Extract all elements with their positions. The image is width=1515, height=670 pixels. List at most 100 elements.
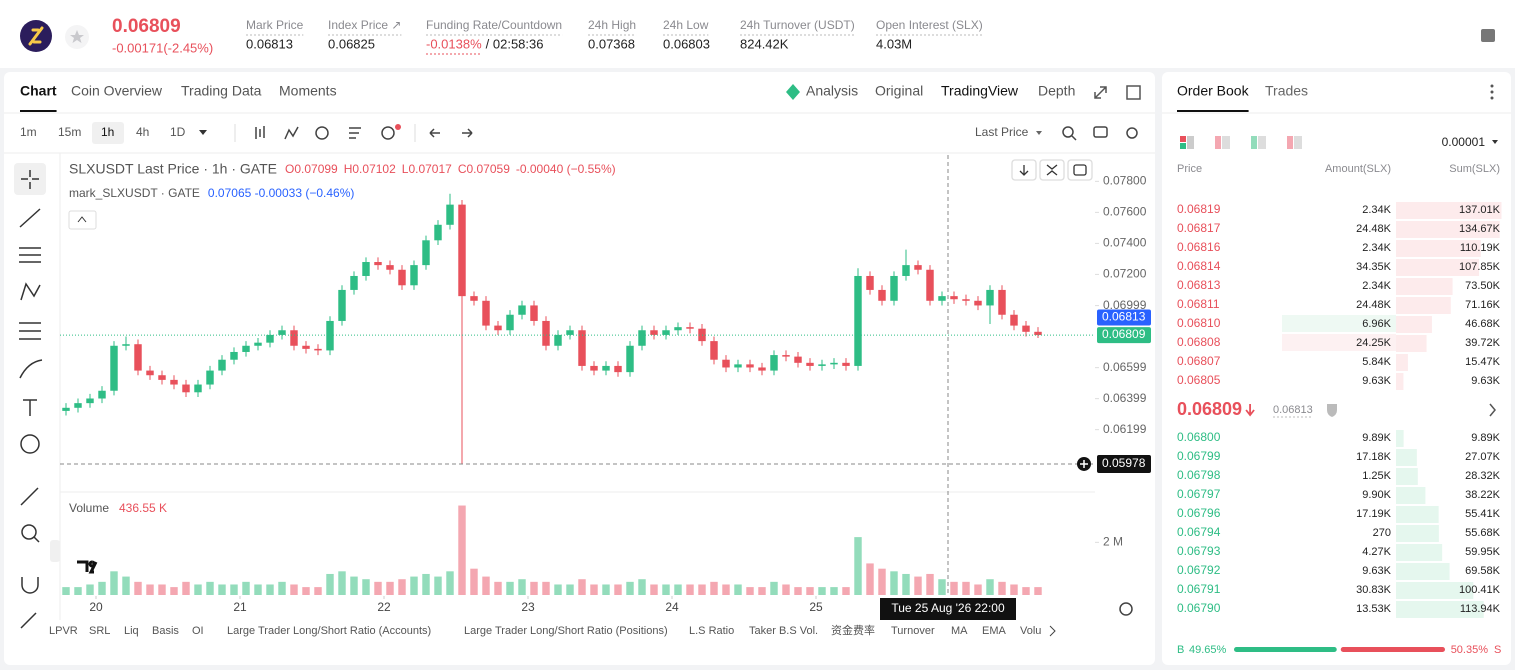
book-price[interactable]: 0.06792: [1177, 563, 1221, 577]
legend-collapse[interactable]: [68, 210, 97, 230]
expand-icon[interactable]: [1094, 86, 1107, 99]
precision[interactable]: 0.00001: [1442, 135, 1486, 149]
chart-tab[interactable]: Coin Overview: [71, 83, 163, 99]
indicator-tab[interactable]: Large Trader Long/Short Ratio (Accounts): [227, 625, 431, 637]
collapse-tab[interactable]: [50, 540, 60, 562]
book-price[interactable]: 0.06805: [1177, 373, 1221, 387]
price-source-dropdown[interactable]: [1036, 131, 1042, 135]
side-icon[interactable]: [1481, 29, 1495, 42]
book-sum: 28.32K: [1465, 470, 1501, 482]
x-tick-label: 20: [89, 600, 103, 614]
book-price[interactable]: 0.06816: [1177, 240, 1221, 254]
view-tab[interactable]: Depth: [1038, 83, 1075, 99]
view-tab[interactable]: TradingView: [941, 83, 1019, 99]
interval[interactable]: 4h: [136, 125, 149, 139]
book-price[interactable]: 0.06797: [1177, 487, 1221, 501]
settings-icon[interactable]: [1119, 602, 1133, 616]
indicator-tab[interactable]: OI: [192, 625, 204, 637]
book-price[interactable]: 0.06810: [1177, 316, 1221, 330]
candle-body: [686, 327, 694, 329]
chart-tab[interactable]: Trading Data: [181, 83, 262, 99]
interval-dropdown[interactable]: [199, 130, 207, 135]
book-price[interactable]: 0.06793: [1177, 544, 1221, 558]
legend-mark-name: mark_SLXUSDT · GATE: [69, 186, 200, 200]
indicator-tab[interactable]: MA: [951, 625, 968, 637]
candle-body: [110, 345, 118, 391]
book-sum: 100.41K: [1459, 584, 1501, 596]
book-sum: 55.68K: [1465, 527, 1501, 539]
candle-body: [614, 365, 622, 373]
candle-body: [314, 348, 322, 351]
precision-dropdown[interactable]: [1492, 140, 1498, 144]
candle-body: [266, 334, 274, 343]
chart-tab[interactable]: Chart: [20, 83, 57, 99]
candle-body: [146, 370, 154, 376]
book-price[interactable]: 0.06796: [1177, 506, 1221, 520]
book-price[interactable]: 0.06808: [1177, 335, 1221, 349]
indicator-next[interactable]: [1049, 625, 1056, 637]
volume-bar: [98, 581, 106, 595]
interval[interactable]: 1h: [101, 125, 114, 139]
indicator-tab[interactable]: Large Trader Long/Short Ratio (Positions…: [464, 625, 668, 637]
book-tab[interactable]: Order Book: [1177, 83, 1250, 99]
indicator-tab[interactable]: Volu: [1020, 625, 1041, 637]
price-source[interactable]: Last Price: [975, 125, 1029, 139]
indicator-tab[interactable]: EMA: [982, 625, 1007, 637]
indicator-tab[interactable]: Turnover: [891, 625, 935, 637]
mid-chevron[interactable]: [1489, 403, 1496, 417]
book-price[interactable]: 0.06800: [1177, 430, 1221, 444]
book-price[interactable]: 0.06790: [1177, 601, 1221, 615]
stat-value: 0.06813: [246, 36, 293, 51]
drawing-tools[interactable]: [19, 170, 43, 629]
book-price[interactable]: 0.06798: [1177, 468, 1221, 482]
book-layout-icons[interactable]: [1180, 136, 1302, 149]
book-tab[interactable]: Trades: [1265, 83, 1308, 99]
interval[interactable]: 15m: [58, 125, 81, 139]
book-price[interactable]: 0.06814: [1177, 259, 1221, 273]
volume-bar: [674, 584, 682, 595]
view-tab[interactable]: Original: [875, 83, 923, 99]
view-tab[interactable]: Analysis: [806, 83, 858, 99]
book-sum: 27.07K: [1465, 451, 1501, 463]
book-sum: 9.63K: [1471, 375, 1500, 387]
indicator-tab[interactable]: L.S Ratio: [689, 625, 734, 637]
candle-body: [1010, 314, 1018, 326]
book-price[interactable]: 0.06791: [1177, 582, 1221, 596]
book-price[interactable]: 0.06819: [1177, 202, 1221, 216]
interval[interactable]: 1m: [20, 125, 37, 139]
indicator-tab[interactable]: Basis: [152, 625, 179, 637]
top-bar: [0, 0, 1515, 68]
volume-bar: [74, 587, 82, 595]
indicator-tab[interactable]: Taker B.S Vol.: [749, 625, 818, 637]
crosshair-time-tag: [880, 598, 1016, 620]
interval[interactable]: 1D: [170, 125, 186, 139]
sell-bar: [1340, 647, 1445, 652]
layout-icon[interactable]: [1126, 85, 1141, 100]
book-amount: 17.18K: [1356, 451, 1392, 463]
volume-bar: [974, 584, 982, 595]
chart-buttons[interactable]: [1011, 159, 1093, 181]
stat-value: 4.03M: [876, 36, 912, 51]
book-price[interactable]: 0.06811: [1177, 297, 1220, 311]
book-price[interactable]: 0.06817: [1177, 221, 1221, 235]
candle-body: [926, 269, 934, 301]
candle-body: [242, 345, 250, 352]
volume-bar: [146, 584, 154, 595]
depth-bar: [1396, 202, 1502, 219]
indicator-tab[interactable]: SRL: [89, 625, 110, 637]
indicator-tab[interactable]: 资金费率: [831, 623, 875, 637]
book-price[interactable]: 0.06799: [1177, 449, 1221, 463]
book-price[interactable]: 0.06807: [1177, 354, 1221, 368]
stat-value: -0.0138%: [426, 36, 482, 51]
book-price[interactable]: 0.06794: [1177, 525, 1221, 539]
indicator-tab[interactable]: Liq: [124, 625, 139, 637]
chart-tab[interactable]: Moments: [279, 83, 337, 99]
toolbar-icons[interactable]: [255, 126, 1138, 141]
indicator-tab[interactable]: LPVR: [49, 625, 78, 637]
volume-bar: [326, 573, 334, 595]
candle-body: [710, 341, 718, 360]
candle-body: [950, 296, 958, 300]
volume-bar: [398, 579, 406, 595]
stat-value: 0.06803: [663, 36, 710, 51]
book-price[interactable]: 0.06813: [1177, 278, 1221, 292]
